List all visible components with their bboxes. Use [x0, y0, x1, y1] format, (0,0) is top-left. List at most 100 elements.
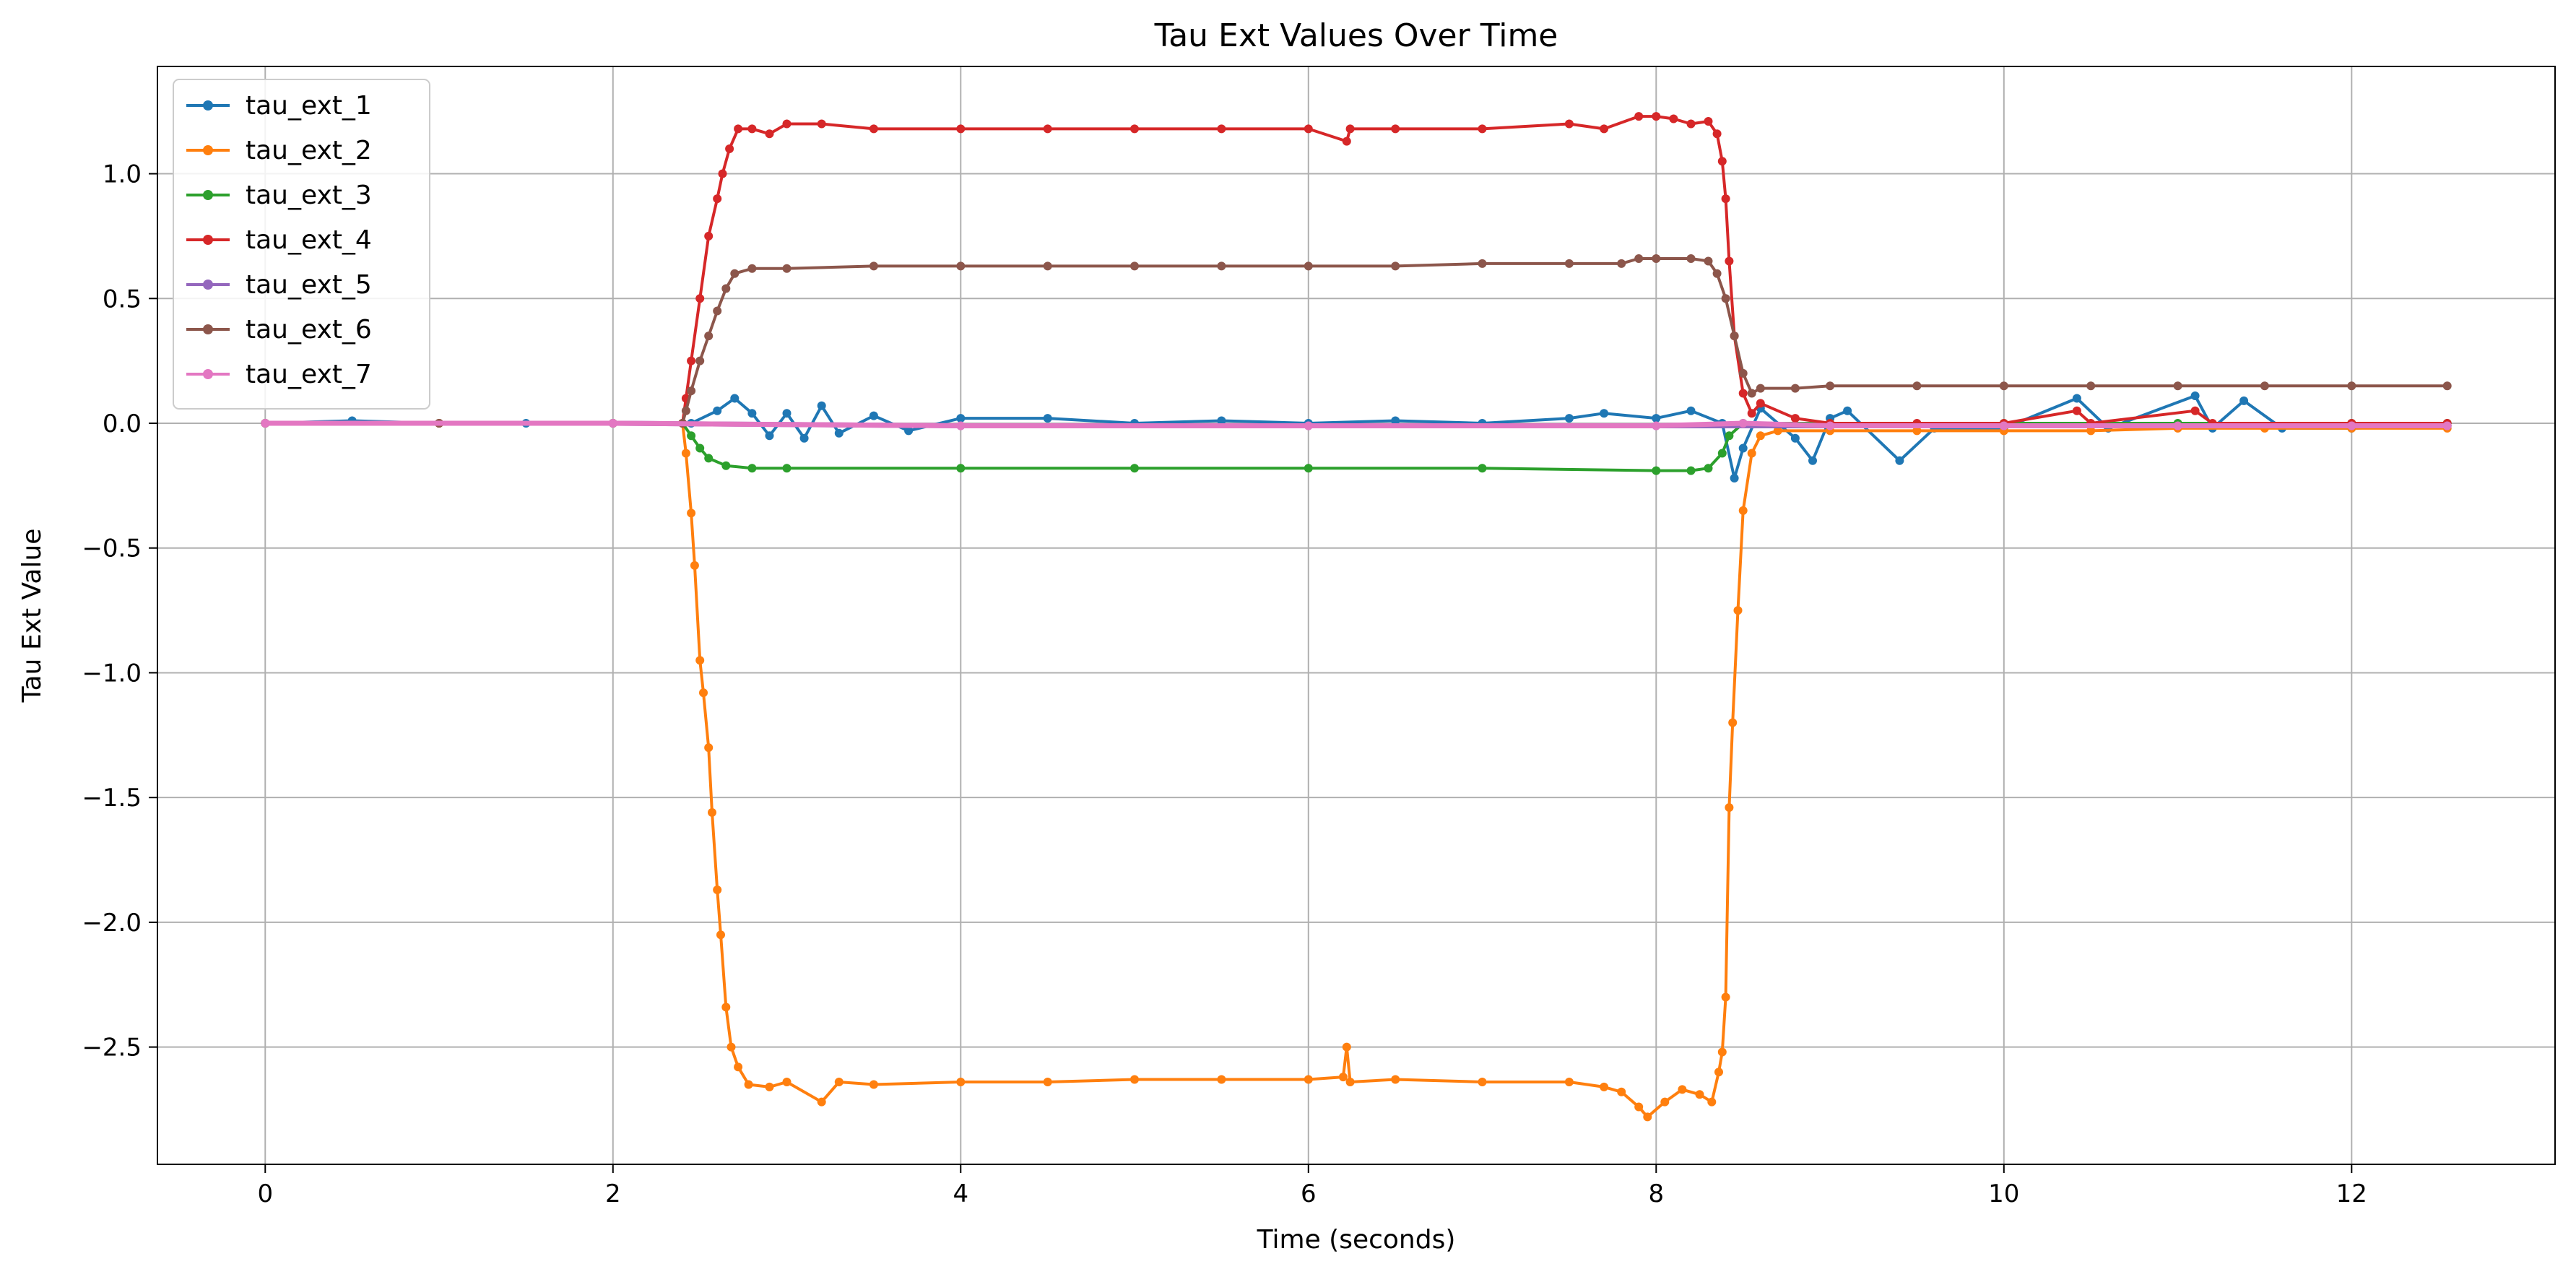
data-point	[708, 808, 716, 817]
data-point	[1725, 803, 1734, 812]
legend-item: tau_ext_7	[186, 360, 372, 389]
data-point	[904, 426, 914, 436]
data-point	[834, 428, 844, 438]
data-point	[1564, 259, 1574, 268]
x-tick-label: 0	[257, 1179, 273, 1208]
legend-label: tau_ext_1	[246, 91, 372, 121]
data-point	[1808, 456, 1817, 465]
data-point	[1790, 433, 1800, 443]
data-point	[1634, 112, 1644, 121]
legend-swatch-marker	[203, 190, 213, 200]
data-point	[1478, 124, 1487, 134]
data-point	[695, 356, 705, 365]
data-point	[869, 411, 878, 420]
data-point	[704, 332, 714, 341]
x-tick-label: 10	[1988, 1179, 2019, 1208]
data-point	[721, 284, 731, 293]
data-point	[713, 406, 722, 415]
data-point	[869, 124, 878, 134]
data-point	[1686, 406, 1696, 415]
data-point	[681, 406, 690, 415]
y-axis-title: Tau Ext Value	[17, 529, 47, 704]
data-point	[1304, 124, 1313, 134]
legend-label: tau_ext_7	[246, 360, 372, 389]
data-point	[2190, 391, 2200, 400]
data-point	[1634, 254, 1644, 263]
y-tick-label: −1.0	[82, 659, 142, 688]
legend-swatch-marker	[203, 280, 213, 290]
data-point	[1843, 406, 1852, 415]
x-tick-label: 2	[605, 1179, 621, 1208]
data-point	[1826, 421, 1835, 430]
data-point	[2239, 396, 2249, 405]
data-point	[2347, 381, 2356, 391]
data-point	[687, 356, 696, 365]
series-tau_ext_7	[261, 419, 2452, 430]
data-point	[725, 144, 734, 153]
data-point	[1634, 1102, 1644, 1112]
data-point	[734, 124, 743, 134]
y-tick-label: −2.0	[82, 909, 142, 938]
data-point	[1600, 409, 1609, 418]
data-point	[1747, 409, 1756, 418]
data-point	[2347, 421, 2356, 430]
data-point	[1660, 1097, 1670, 1107]
data-point	[1725, 431, 1734, 441]
legend-swatch-marker	[203, 100, 213, 111]
x-tick-label: 8	[1648, 1179, 1664, 1208]
legend: tau_ext_1 tau_ext_2 tau_ext_3 tau_ext_4 tau_…	[173, 79, 430, 410]
legend-swatch-marker	[203, 324, 213, 334]
data-point	[1756, 399, 1765, 408]
data-point	[1130, 1075, 1139, 1084]
data-point	[1725, 256, 1734, 266]
x-axis-title: Time (seconds)	[1257, 1225, 1456, 1255]
data-point	[1617, 1087, 1626, 1096]
data-point	[721, 461, 731, 470]
data-point	[956, 414, 966, 423]
data-point	[718, 169, 727, 178]
data-point	[690, 560, 699, 570]
data-point	[1304, 261, 1313, 271]
data-point	[1478, 1078, 1487, 1086]
legend-label: tau_ext_2	[246, 136, 372, 165]
data-point	[1304, 464, 1313, 473]
ticks: 0 2 4 6 8 10 12 1.0 0.5 0.0 −0.5 −1.0 −1.5 −2.0 −2.5	[82, 160, 2367, 1208]
data-point	[834, 1078, 844, 1086]
data-point	[1304, 421, 1313, 430]
data-point	[1912, 426, 1922, 436]
legend-label: tau_ext_5	[246, 270, 372, 300]
data-point	[1043, 1078, 1052, 1086]
data-point	[727, 1042, 736, 1052]
data-point	[2173, 381, 2182, 391]
data-point	[681, 449, 690, 458]
data-point	[1130, 464, 1139, 473]
data-point	[956, 464, 966, 473]
data-point	[1345, 124, 1355, 134]
data-point	[782, 409, 792, 418]
data-point	[1678, 1085, 1687, 1094]
data-point	[1391, 416, 1400, 425]
data-point	[1217, 1075, 1226, 1084]
data-point	[1999, 421, 2008, 430]
data-point	[1717, 449, 1727, 458]
data-point	[1217, 261, 1226, 271]
data-point	[1345, 1078, 1355, 1086]
data-point	[1738, 419, 1748, 428]
data-point	[1747, 449, 1756, 458]
data-point	[1043, 261, 1052, 271]
data-point	[713, 886, 722, 894]
data-point	[1564, 1078, 1574, 1086]
data-point	[1773, 426, 1782, 436]
data-point	[1704, 256, 1713, 266]
data-point	[730, 269, 740, 278]
data-point	[782, 264, 792, 273]
data-point	[1338, 1073, 1348, 1082]
data-point	[713, 306, 722, 316]
data-point	[765, 129, 774, 139]
data-point	[1999, 381, 2008, 391]
data-point	[1712, 129, 1722, 139]
data-point	[1712, 269, 1722, 278]
data-point	[1826, 381, 1835, 391]
data-point	[699, 688, 708, 698]
